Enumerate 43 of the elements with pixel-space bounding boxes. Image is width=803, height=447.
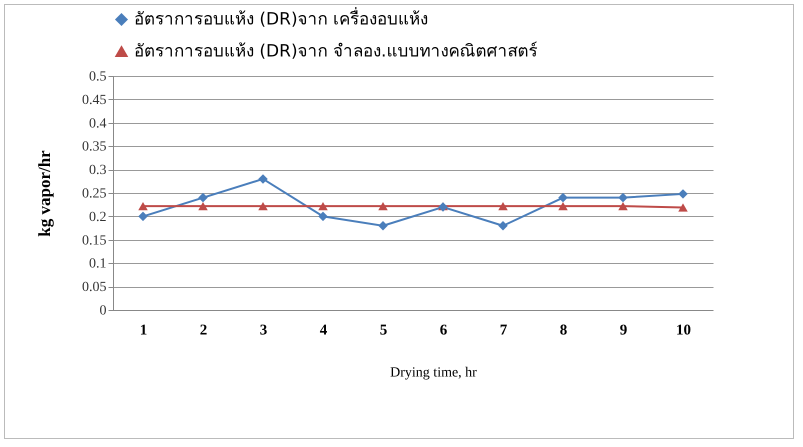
legend-label: อัตราการอบแห้ง (DR)จาก จำลอง.แบบทางคณิตศาสตร์: [134, 42, 538, 62]
y-tick-label: 0.4: [89, 116, 106, 132]
point: [498, 202, 508, 210]
x-tick-label: 1: [140, 322, 148, 338]
point: [618, 192, 628, 202]
x-axis-title: Drying time, hr: [390, 366, 478, 380]
y-tick-label: 0.45: [82, 92, 106, 108]
point: [318, 212, 328, 222]
point: [378, 221, 388, 231]
x-tick-label: 4: [320, 322, 328, 338]
point: [558, 202, 568, 210]
y-tick-label: 0.15: [82, 233, 106, 248]
point: [198, 202, 208, 210]
x-tick-label: 6: [440, 322, 448, 338]
x-tick-label: 8: [560, 322, 568, 338]
y-tick-label: 0.25: [82, 186, 106, 202]
x-tick-label: 2: [200, 322, 208, 338]
x-tick-label: 9: [620, 322, 628, 338]
y-axis-title: kg vapor/hr: [35, 150, 54, 237]
y-tick-label: 0.1: [89, 256, 106, 272]
y-tick-label: 0.3: [89, 163, 106, 178]
y-tick-label: 0.2: [89, 210, 106, 225]
point: [258, 174, 268, 184]
x-tick-label: 7: [500, 322, 508, 338]
y-tick-label: 0.5: [89, 70, 106, 84]
point: [558, 192, 568, 202]
legend-label: อัตราการอบแห้ง (DR)จาก เครื่องอบแห้ง: [134, 6, 428, 30]
y-tick-label: 0: [100, 304, 106, 318]
point: [378, 202, 388, 210]
point: [318, 202, 328, 210]
point: [678, 203, 688, 212]
point: [258, 202, 268, 210]
y-tick-label: 0.35: [82, 140, 106, 155]
point: [618, 202, 628, 210]
point: [138, 202, 148, 210]
x-tick-label: 5: [380, 322, 388, 338]
point: [138, 212, 148, 222]
point: [498, 221, 508, 231]
y-tick-label: 0.05: [82, 280, 106, 296]
point: [678, 189, 688, 199]
point: [198, 192, 208, 202]
x-tick-label: 10: [676, 322, 691, 338]
x-tick-label: 3: [260, 322, 268, 338]
